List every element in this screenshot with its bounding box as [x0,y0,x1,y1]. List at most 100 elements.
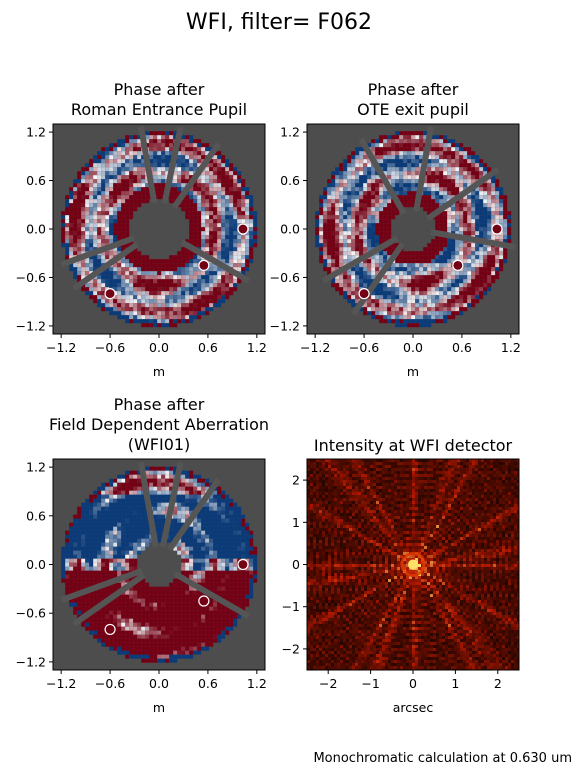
panel-ote-image [307,124,519,334]
x-tick-label: 1.2 [501,340,521,355]
y-tick-label: −0.6 [270,270,300,285]
y-tick-label: 0.6 [26,508,46,523]
strut [171,142,222,210]
panel-ote-xlabel: m [407,364,419,379]
panel-psf-image [307,459,519,670]
y-tick-label: 0.6 [26,173,46,188]
panel-field-axes: −1.2 −0.6 0.0 0.6 1.2 −1.2 −0.6 0.0 0.6 1.2 [16,458,267,691]
panel-ote-axes: −1.2 −0.6 0.0 0.6 1.2 −1.2 −0.6 0.0 0.6 1.2 [270,123,521,355]
footer-note: Monochromatic calculation at 0.630 um [313,751,572,766]
x-tick-label: 0 [409,676,417,691]
y-tick-label: 0.0 [26,557,46,572]
strut [173,570,251,620]
central-obscuration [392,208,434,250]
psf-core [408,559,418,570]
y-tick-label: 1.2 [26,460,46,475]
psf-speckle [307,459,519,670]
panel-psf-xlabel: arcsec [393,700,434,715]
x-tick-label: 1 [451,676,459,691]
x-tick-label: 0.0 [149,340,169,355]
panel-field-title-line-2: Field Dependent Aberration [49,415,269,434]
panel-psf-title-line-1: Intensity at WFI detector [314,436,513,455]
x-tick-label: 0.6 [452,340,472,355]
y-tick-label: −1.2 [16,318,46,333]
x-tick-label: −0.6 [95,340,125,355]
y-tick-label: 2 [292,473,300,488]
panel-entrance-image [53,124,265,334]
y-tick-label: 0.6 [280,173,300,188]
panel-psf-axes: −2 −1 0 1 2 −2 −1 0 1 2 [282,458,520,691]
fiducial-mark [104,623,116,636]
x-tick-label: −0.6 [95,676,125,691]
x-tick-label: −1.2 [300,340,330,355]
spider-struts [60,126,251,292]
wavefront-map [61,131,258,328]
panel-field: Phase after Field Dependent Aberration (… [16,395,269,715]
strut [138,126,158,204]
y-tick-label: −1 [282,599,300,614]
y-tick-label: 1 [292,515,300,530]
strut [350,242,406,316]
panel-entrance: Phase after Roman Entrance Pupil −1.2 −0.… [16,80,267,379]
panel-ote-title-line-2: OTE exit pupil [357,100,469,119]
x-tick-label: −2 [319,676,337,691]
x-tick-label: 0.0 [149,676,169,691]
strut [358,137,407,215]
panel-field-xlabel: m [153,700,165,715]
strut [426,166,500,222]
fiducial-mark [198,259,210,271]
y-tick-label: 0.0 [26,222,46,237]
y-tick-label: −1.2 [16,654,46,669]
strut [72,572,146,627]
strut [161,126,184,204]
spider-struts [60,461,251,627]
panel-ote: Phase after OTE exit pupil −1.2 −0.6 0.0 0.… [270,80,521,379]
x-tick-label: 0.6 [198,340,218,355]
fiducial-mark [452,259,464,271]
panel-entrance-xlabel: m [153,364,165,379]
fiducial-mark [104,288,116,300]
y-tick-label: 1.2 [26,125,46,140]
x-tick-label: −0.6 [349,340,379,355]
strut [321,235,399,284]
panel-entrance-title-line-1: Phase after [114,80,205,99]
fiducial-mark [237,558,249,571]
y-tick-label: 1.2 [280,125,300,140]
x-tick-label: 1.2 [247,340,267,355]
fiducial-mark [198,595,210,607]
fiducial-mark [358,288,370,300]
strut [138,461,159,548]
x-tick-label: 1.2 [247,676,267,691]
x-tick-label: −1.2 [46,676,76,691]
fiducial-mark [491,223,503,235]
panel-field-title-line-1: Phase after [114,395,205,414]
panel-field-image [53,459,265,670]
y-tick-label: 0.0 [280,222,300,237]
panel-ote-title-line-1: Phase after [368,80,459,99]
y-tick-label: −2 [282,641,300,656]
central-obscuration [130,200,188,258]
strut [60,235,136,268]
y-tick-label: −1.2 [270,318,300,333]
wavefront-map [315,131,512,328]
psf-core-ring [400,552,426,577]
x-tick-label: 0.0 [403,340,423,355]
panel-entrance-title-line-2: Roman Entrance Pupil [71,100,247,119]
strut [413,126,434,212]
x-tick-label: 0.6 [198,676,218,691]
x-tick-label: −1 [361,676,379,691]
central-obscuration [138,544,180,585]
x-tick-label: −1.2 [46,340,76,355]
strut [72,241,140,292]
strut [430,229,516,250]
y-tick-label: −0.6 [16,606,46,621]
panel-psf: Intensity at WFI detector −2 −1 0 1 2 −2 −1 0 1 2… [282,436,520,715]
strut [60,567,144,603]
panel-entrance-axes: −1.2 −0.6 0.0 0.6 1.2 −1.2 −0.6 0.0 0.6 1.2 [16,123,267,355]
suptitle: WFI, filter= F062 [186,10,372,35]
strut [166,477,222,552]
fiducial-mark [237,223,249,235]
y-tick-label: −0.6 [16,270,46,285]
strut [180,239,251,284]
